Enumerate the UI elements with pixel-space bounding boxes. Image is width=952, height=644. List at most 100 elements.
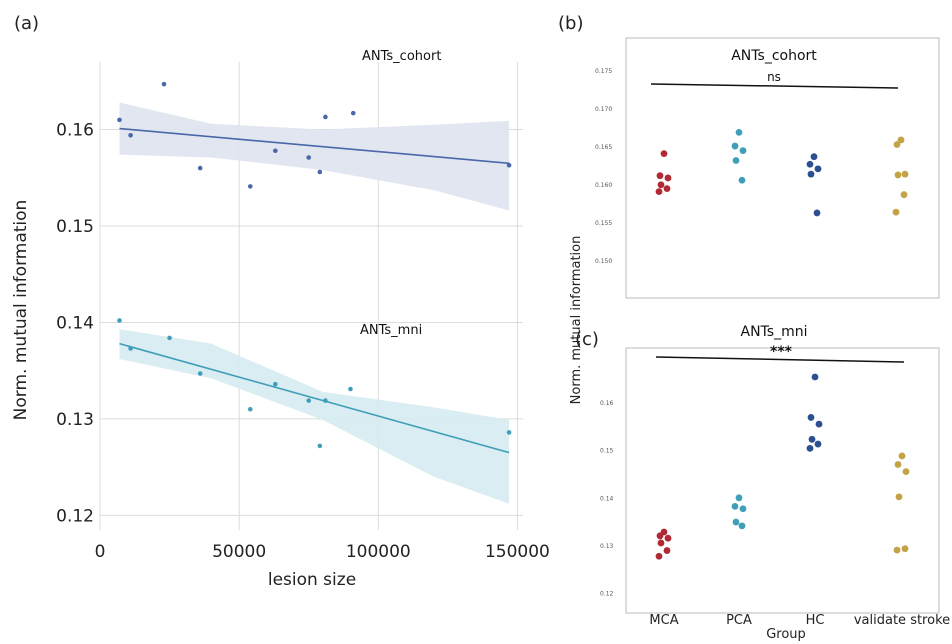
panel-b-point-pca <box>735 128 743 136</box>
panel-a-x-tick-labels: 0 50000 100000 150000 <box>95 542 550 562</box>
panel-c-point-validate-stroke <box>894 461 902 468</box>
panel-c-significance: *** <box>770 344 793 360</box>
panel-b-points <box>655 128 909 217</box>
panel-c-point-validate-stroke <box>895 493 903 501</box>
panel-a-y-tick-label: 0.15 <box>56 217 94 237</box>
panel-label-a: (a) <box>14 13 39 34</box>
panel-b-point-hc <box>813 209 821 217</box>
panel-a-point <box>247 406 253 412</box>
panel-c-point-validate-stroke <box>901 545 909 553</box>
panel-b-y-tick-label: 0.150 <box>595 258 612 265</box>
panel-a-x-tick-label: 0 <box>95 542 106 562</box>
panel-a-point <box>273 381 278 387</box>
panel-a-series-label-cohort: ANTs_cohort <box>362 49 441 64</box>
panel-a-point <box>117 318 122 323</box>
panel-b-point-pca <box>739 147 747 155</box>
panel-a-point <box>506 162 512 168</box>
panel-c-y-tick-label: 0.14 <box>600 495 614 502</box>
panel-label-c: (c) <box>575 329 599 350</box>
panel-a-point <box>197 371 203 376</box>
panel-c-point-validate-stroke <box>898 452 906 460</box>
panel-a-point <box>506 430 512 435</box>
panel-b-y-tick-label: 0.155 <box>595 220 612 227</box>
panel-c-x-tick-label: PCA <box>726 613 752 628</box>
panel-c-point-hc <box>807 414 815 421</box>
panel-a-confidence-band-0 <box>119 102 510 211</box>
panel-b-point-pca <box>732 157 740 164</box>
panel-c-point-mca <box>655 552 663 560</box>
panel-a-point <box>348 386 353 392</box>
panel-b-point-hc <box>807 170 815 178</box>
panel-b-point-validate-stroke <box>893 141 901 148</box>
panel-c-y-tick-label: 0.16 <box>600 400 614 407</box>
panel-c-point-hc <box>806 444 814 452</box>
panel-a-y-tick-label: 0.12 <box>56 506 94 526</box>
panel-a-fit-line-0 <box>119 127 510 165</box>
panel-c-point-hc <box>815 420 823 428</box>
panel-c-point-pca <box>732 518 740 526</box>
panel-c-point-mca <box>656 532 664 540</box>
panel-c-point-hc <box>814 440 822 448</box>
panel-c-point-hc <box>811 373 819 381</box>
panel-b-y-tick-labels: 0.150 0.155 0.160 0.165 0.170 0.175 <box>595 68 612 265</box>
panel-c-x-tick-labels: MCA PCA HC validate stroke <box>649 613 950 628</box>
panel-a-point <box>317 169 323 175</box>
panel-c-point-pca <box>739 505 747 513</box>
panel-c-title: ANTs_mni <box>741 324 808 340</box>
panel-a-point <box>117 117 122 123</box>
panel-b-point-validate-stroke <box>897 136 905 144</box>
panel-a-point <box>128 346 133 351</box>
panel-a-confidence-band-1 <box>119 329 510 504</box>
panel-a-regression: 0 50000 100000 150000 0.120.130.140.150.16 … <box>11 49 550 590</box>
panel-b-y-tick-label: 0.175 <box>595 68 612 75</box>
panel-c-point-mca <box>664 534 672 542</box>
panel-a-points <box>117 81 512 449</box>
panel-a-point <box>247 184 253 189</box>
panel-a-confidence-bands <box>119 102 510 504</box>
panel-c-comparison-bar <box>655 356 905 363</box>
panel-a-x-axis-label: lesion size <box>268 570 356 590</box>
panel-label-b: (b) <box>558 13 583 34</box>
panel-b-point-pca <box>738 176 746 184</box>
panel-a-fit-line-1 <box>119 342 510 454</box>
panel-a-point <box>273 148 278 154</box>
panel-a-point <box>161 81 167 87</box>
panel-b-significance: ns <box>767 70 781 84</box>
panel-b-point-mca <box>655 188 663 196</box>
panel-a-point <box>128 133 133 138</box>
panel-a-point <box>197 165 203 171</box>
panel-c-y-tick-labels: 0.12 0.13 0.14 0.15 0.16 <box>600 400 614 597</box>
panel-b-point-hc <box>806 160 814 168</box>
panel-a-point <box>323 114 328 120</box>
panel-b-point-hc <box>810 153 818 161</box>
panel-b-point-validate-stroke <box>900 191 908 199</box>
panel-b-y-tick-label: 0.170 <box>595 106 612 113</box>
panel-a-fit-lines <box>119 127 510 454</box>
panel-bc-y-axis-label: Norm. mutual information <box>569 236 584 405</box>
panel-c-point-pca <box>735 494 743 502</box>
panel-c-point-validate-stroke <box>893 546 901 554</box>
panel-c-point-pca <box>731 502 739 510</box>
panel-b-comparison-bar <box>650 83 899 89</box>
panel-a-point <box>350 110 356 116</box>
panel-c-y-tick-label: 0.13 <box>600 543 614 550</box>
panel-a-point <box>306 155 312 160</box>
panel-a-point <box>306 398 312 403</box>
panel-c-y-tick-label: 0.15 <box>600 448 614 455</box>
panel-b-point-pca <box>731 142 739 150</box>
panel-b-y-tick-label: 0.160 <box>595 182 612 189</box>
panel-c-point-pca <box>738 522 746 530</box>
panel-b-strip-plot: 0.150 0.155 0.160 0.165 0.170 0.175 ANTs_coho… <box>595 37 940 299</box>
panel-c-x-tick-label: validate stroke <box>854 613 950 628</box>
panel-a-y-tick-label: 0.16 <box>56 121 94 141</box>
panel-b-point-hc <box>814 165 822 173</box>
panel-c-point-validate-stroke <box>902 468 910 476</box>
panel-c-point-mca <box>657 539 665 547</box>
panel-c-y-tick-label: 0.12 <box>600 590 614 597</box>
panel-a-point <box>323 398 328 403</box>
panel-a-point <box>317 443 323 449</box>
panel-c-x-tick-label: HC <box>806 613 825 628</box>
panel-b-title: ANTs_cohort <box>731 48 817 64</box>
panel-a-series-label-mni: ANTs_mni <box>360 323 422 338</box>
panel-c-x-tick-label: MCA <box>649 613 678 628</box>
